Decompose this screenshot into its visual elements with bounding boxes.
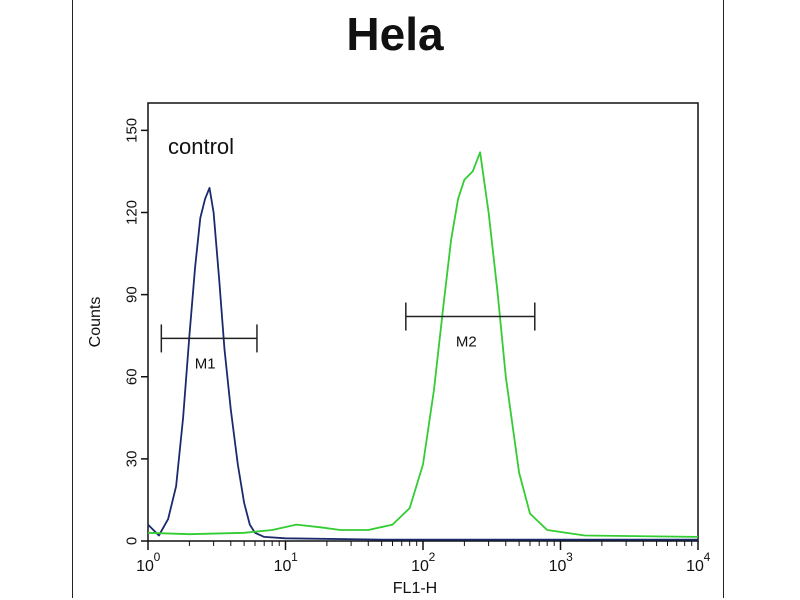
marker-layer: M1 M2: [160, 302, 536, 372]
x-tick-exponent: 0: [154, 550, 161, 564]
plot-area: [147, 102, 699, 542]
y-tick-label: 90: [124, 286, 141, 303]
series-line-control: [147, 186, 698, 541]
y-tick-label: 30: [124, 451, 141, 468]
x-tick-exponent: 2: [429, 550, 436, 564]
x-tick-base: 10: [274, 558, 292, 575]
y-tick-label: 0: [124, 537, 141, 545]
x-tick-base: 10: [686, 558, 704, 575]
y-axis: 0 30 60 90 120 150: [124, 118, 148, 545]
gate-label-m1: M1: [195, 355, 216, 372]
x-tick-exponent: 3: [566, 550, 573, 564]
y-tick-label: 120: [124, 200, 141, 225]
x-tick-base: 10: [136, 558, 154, 575]
series-layer: [147, 151, 699, 541]
x-tick-base: 10: [411, 558, 429, 575]
y-tick-label: 60: [124, 368, 141, 385]
y-tick-label: 150: [124, 118, 141, 143]
series-line-sample: [147, 151, 699, 538]
y-axis-label: Counts: [87, 297, 104, 348]
x-tick-base: 10: [549, 558, 567, 575]
control-annotation: control: [168, 134, 234, 159]
x-axis-label: FL1-H: [393, 580, 437, 597]
chart-title: Hela: [346, 8, 444, 60]
figure-frame: [72, 0, 724, 598]
x-tick-exponent: 4: [704, 550, 711, 564]
gate-label-m2: M2: [456, 334, 477, 351]
x-tick-exponent: 1: [291, 550, 298, 564]
